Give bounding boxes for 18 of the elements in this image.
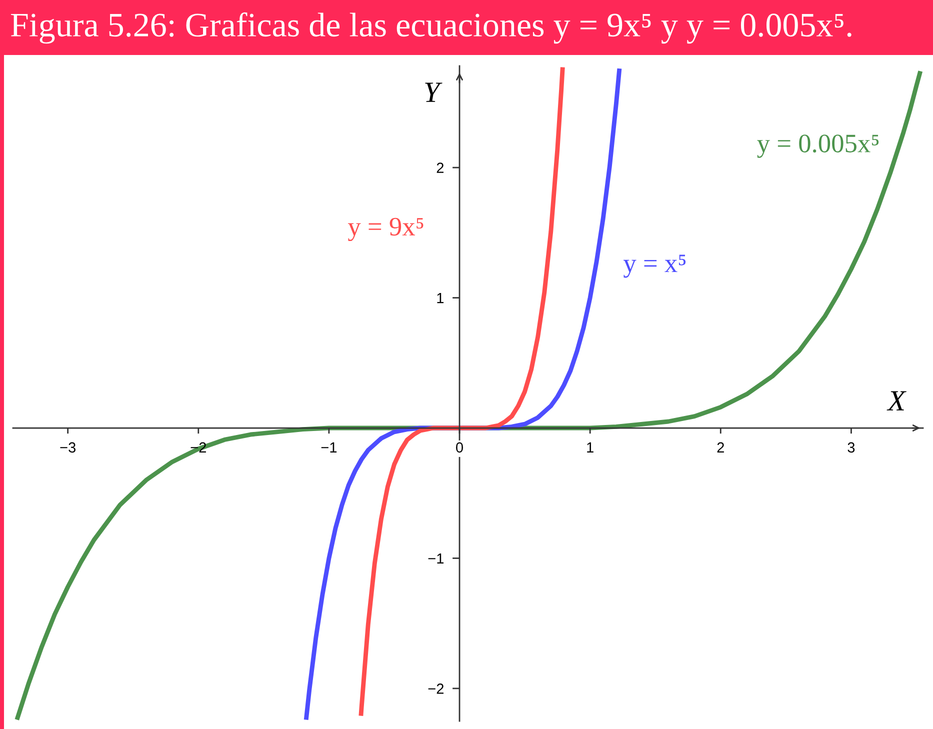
x-axis-title: X	[886, 391, 906, 410]
y-tick-label: −2	[428, 684, 444, 694]
x-tick-label: −3	[60, 442, 76, 453]
x-tick-label: 0	[456, 442, 463, 453]
y-tick-label: 2	[436, 162, 444, 173]
y-axis-title: Y	[425, 82, 442, 102]
chart-title: Figura 5.26: Graficas de las ecuaciones y = 9x⁵ y y = 0.005x⁵.	[10, 12, 852, 44]
x-tick-label: 2	[717, 442, 724, 452]
line-series	[304, 66, 622, 721]
x-tick-label: 1	[587, 442, 594, 452]
series-label: y = 0.005x⁵	[757, 134, 879, 158]
x-tick-label: 3	[848, 442, 855, 453]
series-label: y = x⁵	[623, 254, 686, 278]
y-tick-label: 1	[437, 293, 444, 304]
x-tick-label: −1	[321, 442, 337, 452]
line-series	[14, 68, 923, 721]
text: y = 9x⁵	[348, 218, 424, 242]
y-tick-label: −1	[428, 553, 444, 564]
